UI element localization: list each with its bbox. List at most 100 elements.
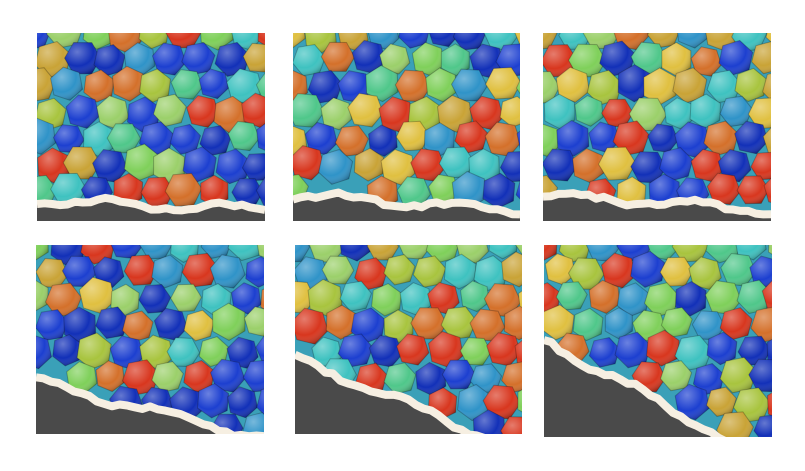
cell	[260, 288, 264, 310]
cell-highlight	[705, 280, 742, 315]
cell-highlight	[242, 412, 264, 434]
cell-highlight	[83, 69, 114, 103]
cell-highlight	[139, 33, 168, 49]
membrane	[37, 193, 265, 215]
cell-highlight	[63, 146, 101, 180]
panel-content	[37, 33, 265, 221]
cell-highlight	[646, 330, 680, 367]
cell-highlight	[764, 178, 771, 203]
cell-highlight	[660, 360, 692, 391]
cell-highlight	[64, 42, 101, 74]
cell-highlight	[231, 178, 263, 206]
panels	[36, 33, 805, 446]
cell-highlight	[77, 332, 112, 370]
cell-highlight	[675, 281, 707, 316]
cell-highlight	[719, 40, 753, 76]
cell-highlight	[500, 416, 522, 434]
panel-content	[295, 245, 522, 434]
cell-highlight	[96, 95, 129, 129]
cell-highlight	[444, 254, 476, 290]
cell-highlight	[437, 95, 472, 133]
cell-highlight	[574, 95, 604, 127]
cell-highlight	[124, 42, 155, 76]
cell	[780, 256, 805, 285]
cell-highlight	[318, 149, 353, 185]
cell-highlight	[384, 309, 413, 343]
cell-highlight	[718, 149, 751, 182]
cell-highlight	[227, 337, 259, 369]
cell-highlight	[321, 42, 355, 72]
cell-highlight	[384, 362, 416, 394]
panel-content	[293, 33, 520, 221]
cell-highlight	[256, 177, 265, 208]
cell-highlight	[677, 33, 709, 48]
cell	[782, 309, 805, 341]
cell-highlight	[703, 121, 739, 156]
cell-highlight	[367, 245, 399, 261]
cell-highlight	[483, 385, 521, 419]
cell-highlight	[199, 125, 231, 156]
cell-highlight	[782, 309, 805, 341]
cell-highlight	[617, 282, 649, 317]
cell-highlight	[675, 384, 710, 420]
cell-highlight	[321, 97, 352, 130]
cell-highlight	[396, 333, 429, 366]
ground	[544, 340, 772, 437]
cell-highlight	[486, 332, 521, 366]
cell-highlight	[766, 33, 771, 42]
cell-highlight	[782, 150, 805, 180]
cell-highlight	[705, 33, 738, 51]
cell-highlight	[141, 177, 174, 207]
cell-highlight	[243, 43, 265, 73]
cell-highlight	[242, 153, 265, 181]
cell-highlight	[96, 360, 125, 392]
panel-content	[544, 245, 805, 446]
cell-highlight	[340, 245, 371, 262]
cell-highlight	[110, 336, 144, 370]
cell-highlight	[601, 99, 633, 127]
cell-highlight	[293, 33, 306, 48]
cell-highlight	[556, 67, 590, 103]
cell	[777, 41, 805, 76]
cell-highlight	[308, 279, 342, 317]
cell-highlight	[515, 33, 520, 45]
cell-highlight	[199, 336, 229, 367]
cell-highlight	[139, 284, 171, 314]
cell-highlight	[706, 387, 737, 417]
cell-highlight	[460, 337, 491, 366]
cell-highlight	[36, 280, 49, 311]
cell-highlight	[767, 339, 772, 363]
cell-highlight	[644, 282, 679, 317]
cell-highlight	[484, 283, 521, 317]
cell-highlight	[693, 363, 724, 395]
cell-highlight	[720, 307, 753, 340]
cell-highlight	[778, 412, 805, 446]
cell-highlight	[200, 33, 234, 51]
cell-highlight	[457, 384, 491, 421]
cell-highlight	[482, 173, 515, 209]
cell-highlight	[453, 33, 486, 50]
cell-highlight	[124, 144, 159, 181]
cell-highlight	[255, 336, 264, 363]
cell-highlight	[661, 42, 691, 77]
cell-highlight	[371, 283, 402, 316]
cell-highlight	[587, 70, 622, 105]
cell-highlight	[37, 67, 56, 101]
cell-highlight	[428, 174, 460, 204]
cell-highlight	[441, 43, 470, 77]
cell-highlight	[326, 305, 357, 340]
cell-highlight	[112, 66, 145, 102]
cell-highlight	[427, 282, 460, 315]
cell-highlight	[410, 148, 446, 182]
cell-highlight	[258, 33, 265, 46]
cell-highlight	[122, 311, 153, 342]
cell-highlight	[413, 255, 446, 288]
cell-highlight	[489, 245, 517, 259]
cell-highlight	[243, 360, 264, 392]
cell-highlight	[474, 255, 507, 291]
ground	[295, 354, 522, 434]
cell-highlight	[544, 94, 576, 130]
cell-highlight	[295, 308, 328, 345]
cell-highlight	[245, 256, 264, 288]
cell-highlight	[354, 257, 388, 290]
